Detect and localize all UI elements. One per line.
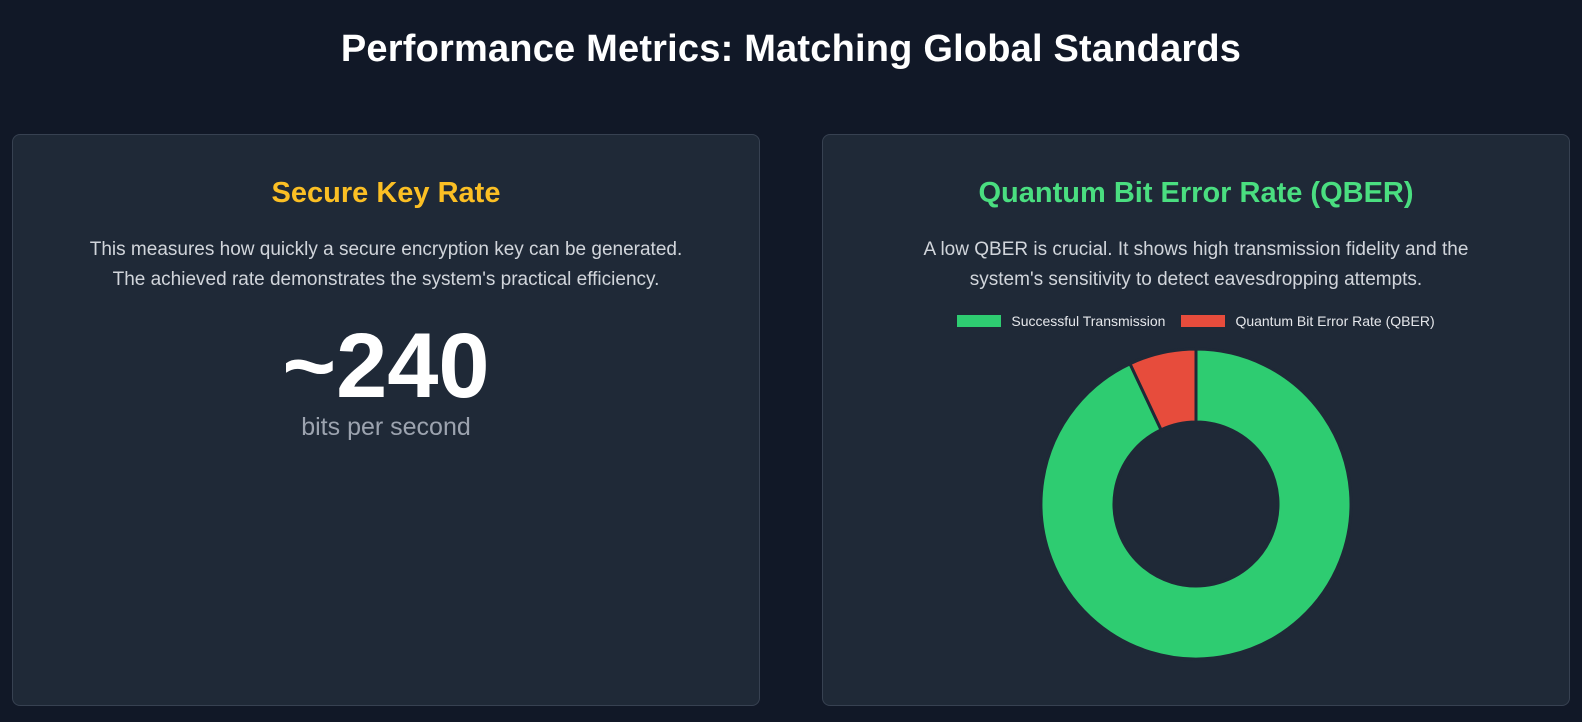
qber-description: A low QBER is crucial. It shows high tra… xyxy=(847,235,1545,295)
legend-swatch-qber xyxy=(1181,315,1226,327)
legend-item-qber[interactable]: Quantum Bit Error Rate (QBER) xyxy=(1181,313,1435,329)
legend-label-successful-transmission: Successful Transmission xyxy=(1011,313,1166,329)
secure-key-rate-value: ~240 xyxy=(282,315,490,417)
slice-qber[interactable] xyxy=(1128,347,1198,432)
qber-description-line-1: A low QBER is crucial. It shows high tra… xyxy=(923,239,1469,260)
secure-key-rate-title: Secure Key Rate xyxy=(271,177,501,209)
secure-key-rate-description: This measures how quickly a secure encry… xyxy=(37,235,735,295)
secure-key-rate-card: Secure Key Rate This measures how quickl… xyxy=(12,134,760,706)
qber-title: Quantum Bit Error Rate (QBER) xyxy=(978,177,1414,209)
chart-legend: Successful Transmission Quantum Bit Erro… xyxy=(823,313,1569,329)
legend-label-qber: Quantum Bit Error Rate (QBER) xyxy=(1235,313,1435,329)
legend-swatch-successful-transmission xyxy=(957,315,1002,327)
page-title: Performance Metrics: Matching Global Sta… xyxy=(340,28,1242,70)
qber-card: Quantum Bit Error Rate (QBER) A low QBER… xyxy=(822,134,1570,706)
legend-item-successful-transmission[interactable]: Successful Transmission xyxy=(957,313,1165,329)
qber-donut-chart xyxy=(1039,347,1353,661)
secure-key-rate-unit: bits per second xyxy=(301,413,471,441)
slice-successful-transmission[interactable] xyxy=(1039,347,1353,661)
qber-description-line-2: system's sensitivity to detect eavesdrop… xyxy=(969,269,1423,290)
secure-key-rate-description-line-1: This measures how quickly a secure encry… xyxy=(89,239,683,260)
secure-key-rate-description-line-2: The achieved rate demonstrates the syste… xyxy=(112,269,660,290)
